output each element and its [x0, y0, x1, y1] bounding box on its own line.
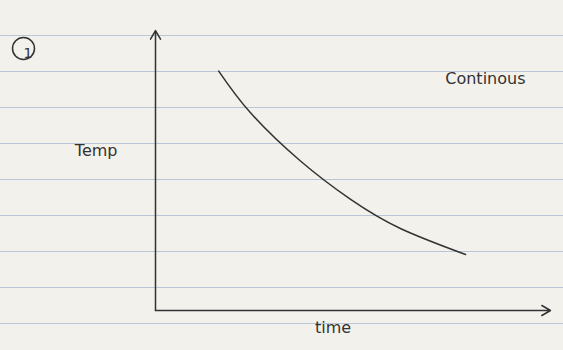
svg-text:1: 1 [24, 45, 33, 61]
svg-text:Temp: Temp [74, 141, 118, 160]
svg-text:Continous: Continous [445, 69, 525, 88]
svg-text:time: time [315, 318, 351, 337]
